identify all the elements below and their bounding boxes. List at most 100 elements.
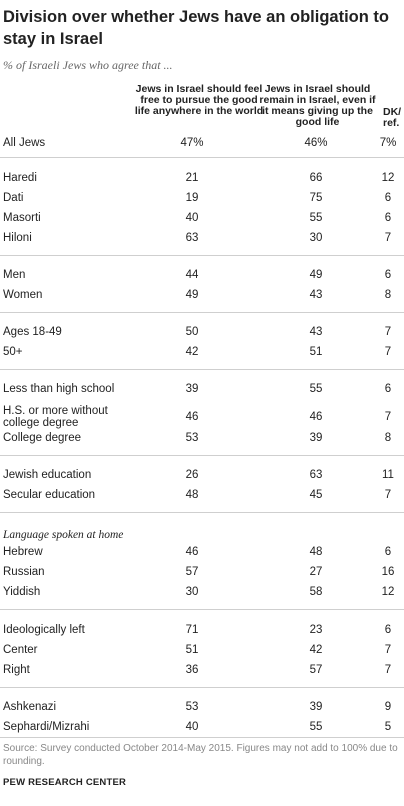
row-label: Ages 18-49 [3,326,62,338]
table-row: Russian 57 27 16 [0,566,404,582]
cell-remain-in-israel: 55 [309,212,323,224]
table-row: Secular education 48 45 7 [0,489,404,505]
cell-pursue-good-life: 21 [185,172,199,184]
cell-pursue-good-life: 39 [185,383,199,395]
cell-remain-in-israel: 51 [309,346,323,358]
table-row: Dati 19 75 6 [0,192,404,208]
cell-remain-in-israel: 57 [309,664,323,676]
cell-pursue-good-life: 48 [185,489,199,501]
cell-remain-in-israel: 46 [309,411,323,423]
divider [0,255,404,256]
cell-dk-ref: 6 [384,212,392,224]
cell-dk-ref: 12 [381,172,395,184]
row-label: Ashkenazi [3,701,57,713]
row-label: Right [3,664,30,676]
cell-pursue-good-life: 40 [185,212,199,224]
row-label: Haredi [3,172,37,184]
table-row: College degree 53 39 8 [0,432,404,448]
cell-pursue-good-life: 46 [185,411,199,423]
cell-dk-ref: 12 [381,586,395,598]
table-row: Ashkenazi 53 39 9 [0,701,404,717]
row-label: College degree [3,432,82,444]
table-row: Masorti 40 55 6 [0,212,404,228]
cell-dk-ref: 11 [382,469,394,481]
cell-dk-ref: 6 [384,546,392,558]
cell-pursue-good-life: 19 [185,192,199,204]
row-label: Secular education [3,489,96,501]
row-label: Jewish education [3,469,92,481]
row-label: 50+ [3,346,23,358]
cell-remain-in-israel: 46% [304,137,328,149]
cell-dk-ref: 7 [384,346,392,358]
table-row: Right 36 57 7 [0,664,404,680]
divider [0,369,404,370]
cell-dk-ref: 7 [384,326,392,338]
cell-dk-ref: 7 [384,411,392,423]
cell-dk-ref: 6 [384,192,392,204]
divider [0,157,404,158]
table-row: Hebrew 46 48 6 [0,546,404,562]
table-row: Sephardi/Mizrahi 40 55 5 [0,721,404,737]
cell-remain-in-israel: 27 [309,566,323,578]
row-label: Russian [3,566,45,578]
table-row: Haredi 21 66 12 [0,172,404,188]
cell-pursue-good-life: 63 [185,232,199,244]
table-row: H.S. or more without college degree 46 46 7 [0,405,404,429]
cell-pursue-good-life: 42 [185,346,199,358]
cell-remain-in-israel: 63 [309,469,323,481]
row-label: Yiddish [3,586,41,598]
row-label: Masorti [3,212,41,224]
cell-dk-ref: 7 [384,664,392,676]
cell-remain-in-israel: 43 [309,289,323,301]
cell-dk-ref: 7 [384,232,392,244]
cell-remain-in-israel: 30 [309,232,323,244]
cell-remain-in-israel: 55 [309,383,323,395]
cell-dk-ref: 6 [384,624,392,636]
table-row: Jewish education 26 63 11 [0,469,404,485]
cell-dk-ref: 5 [384,721,392,733]
row-label: Hebrew [3,546,43,558]
cell-remain-in-israel: 42 [309,644,323,656]
cell-dk-ref: 9 [384,701,392,713]
divider [0,609,404,610]
chart-title: Division over whether Jews have an oblig… [3,8,390,48]
cell-pursue-good-life: 57 [185,566,199,578]
cell-remain-in-israel: 39 [309,432,323,444]
cell-dk-ref: 8 [384,432,392,444]
table-row: Ages 18-49 50 43 7 [0,326,404,342]
table-row: Ideologically left 71 23 6 [0,624,404,640]
column-header-pursue-good-life: Jews in Israel should feel free to pursu… [134,83,264,117]
row-label: H.S. or more without college degree [3,405,108,429]
cell-pursue-good-life: 40 [185,721,199,733]
row-label: Less than high school [3,383,115,395]
cell-remain-in-israel: 48 [309,546,323,558]
brand-label: PEW RESEARCH CENTER [3,777,127,788]
cell-remain-in-israel: 23 [309,624,323,636]
column-header-dk-ref: DK/ ref. [383,106,402,129]
cell-dk-ref: 8 [384,289,392,301]
row-label: All Jews [3,137,46,149]
row-label: Ideologically left [3,624,85,636]
divider [0,455,404,456]
cell-remain-in-israel: 43 [309,326,323,338]
table-row: All Jews 47% 46% 7% [0,137,404,153]
divider [0,512,404,513]
row-label: Men [3,269,26,281]
cell-remain-in-israel: 58 [309,586,323,598]
cell-remain-in-israel: 66 [309,172,323,184]
section-label-language: Language spoken at home [3,529,124,541]
cell-dk-ref: 6 [384,269,392,281]
cell-dk-ref: 7 [384,489,392,501]
row-label: Dati [3,192,24,204]
table-row: Women 49 43 8 [0,289,404,305]
row-label: Women [3,289,43,301]
divider [0,687,404,688]
cell-remain-in-israel: 39 [309,701,323,713]
table-row: Center 51 42 7 [0,644,404,660]
table-row: 50+ 42 51 7 [0,346,404,362]
cell-pursue-good-life: 51 [185,644,199,656]
cell-pursue-good-life: 30 [185,586,199,598]
cell-remain-in-israel: 75 [309,192,323,204]
cell-pursue-good-life: 53 [185,432,199,444]
cell-dk-ref: 7 [384,644,392,656]
